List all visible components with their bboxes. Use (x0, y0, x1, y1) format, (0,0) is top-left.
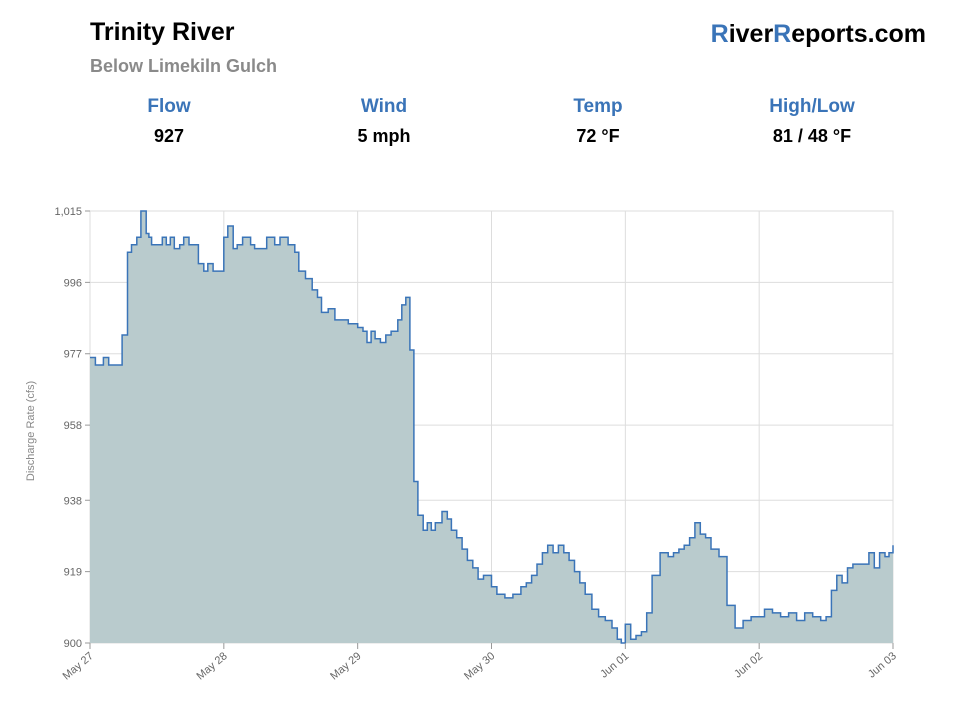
stat-high-low-label: High/Low (769, 96, 855, 117)
stat-high-low: High/Low 81 / 48 °F (722, 96, 902, 147)
y-tick-label: 919 (64, 567, 82, 579)
stats-bar: Flow 927 Wind 5 mph Temp 72 °F High/Low … (0, 96, 960, 156)
x-tick-label: Jun 03 (866, 650, 899, 680)
x-tick-label: Jun 01 (598, 650, 631, 680)
y-tick-label: 977 (64, 349, 82, 361)
y-tick-label: 958 (64, 420, 82, 432)
x-tick-label: May 30 (462, 650, 497, 682)
brand-initial-r2: R (773, 20, 792, 48)
stat-temp-value: 72 °F (576, 126, 620, 146)
stat-wind-value: 5 mph (357, 126, 411, 146)
brand-part-iver: iver (728, 20, 774, 48)
y-axis-title: Discharge Rate (cfs) (25, 381, 37, 481)
stat-temp-label: Temp (573, 96, 623, 117)
y-tick-label: 1,015 (54, 206, 82, 218)
stat-flow: Flow 927 (79, 96, 259, 147)
y-tick-label: 938 (64, 495, 82, 507)
stat-flow-label: Flow (147, 96, 191, 117)
discharge-area-fill (90, 211, 893, 643)
chart-area-layer (90, 210, 894, 644)
x-tick-label: May 28 (194, 650, 229, 682)
brand-part-eports: eports.com (791, 20, 926, 48)
brand-initial-r1: R (710, 20, 729, 48)
stat-high-low-value: 81 / 48 °F (772, 126, 852, 146)
discharge-series-line (90, 210, 894, 644)
stat-wind-label: Wind (360, 96, 408, 117)
x-tick-label: Jun 02 (732, 650, 765, 680)
river-title: Trinity River (90, 18, 235, 46)
stat-wind: Wind 5 mph (294, 96, 474, 147)
x-tick-label: May 27 (61, 650, 96, 682)
brand-logo[interactable]: RiverReports.com (711, 20, 926, 49)
y-tick-label: 996 (64, 277, 82, 289)
stat-temp: Temp 72 °F (508, 96, 688, 147)
river-subtitle: Below Limekiln Gulch (90, 56, 278, 76)
stat-flow-value: 927 (153, 126, 185, 146)
x-tick-label: May 29 (328, 650, 363, 682)
y-tick-label: 900 (64, 638, 82, 650)
